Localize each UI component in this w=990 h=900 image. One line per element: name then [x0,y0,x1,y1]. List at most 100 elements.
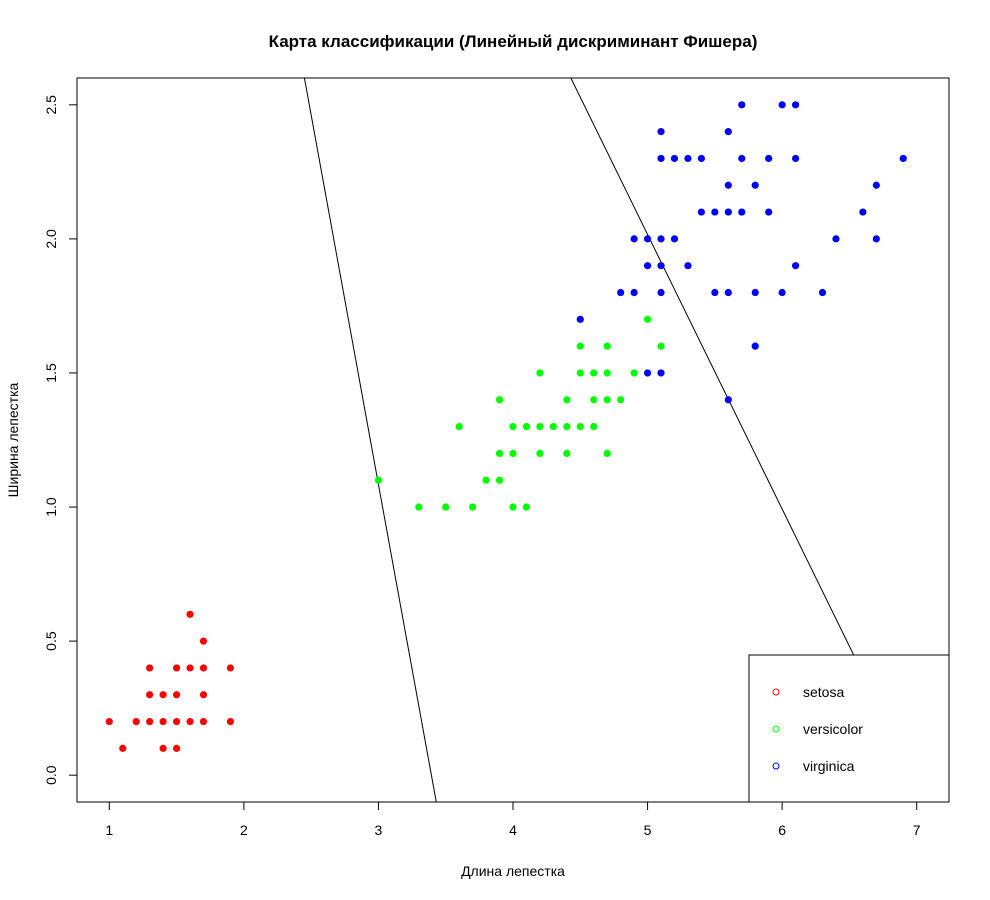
boundary-line-2 [570,78,854,655]
legend-marker-setosa [772,688,780,696]
data-point-versicolor [536,369,544,377]
data-point-virginica [832,235,840,243]
data-point-setosa [172,691,181,699]
data-point-versicolor [549,422,557,431]
y-tick-label: 0.5 [43,631,59,651]
data-point-setosa [199,664,208,672]
data-point-versicolor [482,476,490,484]
x-tick-label: 2 [240,822,248,838]
data-point-setosa [119,744,127,752]
data-point-virginica [791,101,800,109]
data-point-virginica [724,181,732,189]
data-point-virginica [751,181,759,189]
data-point-versicolor [563,396,571,404]
legend-label-setosa: setosa [803,684,844,700]
data-point-virginica [697,208,705,216]
boundary-line-1 [303,78,437,802]
data-point-virginica [872,181,880,189]
data-point-versicolor [603,369,611,377]
data-point-versicolor [455,422,463,431]
data-point-versicolor [509,503,517,511]
data-point-versicolor [590,369,598,377]
chart-title: Карта классификации (Линейный дискримина… [269,32,758,51]
data-point-virginica [617,288,625,297]
data-point-virginica [724,128,732,136]
y-tick-label: 1.5 [43,363,59,383]
data-point-versicolor [630,369,638,377]
x-tick-label: 3 [375,822,383,838]
data-point-virginica [765,154,773,163]
data-point-versicolor [590,396,598,404]
data-point-setosa [199,717,208,726]
data-point-virginica [657,369,665,377]
data-point-virginica [738,154,746,163]
scatter-points [105,101,907,752]
y-tick-label: 2.5 [43,95,59,115]
data-point-versicolor [495,396,504,404]
data-point-virginica [711,208,719,216]
data-point-virginica [765,208,773,216]
data-point-setosa [186,664,194,672]
data-point-virginica [657,262,665,270]
data-point-virginica [791,154,800,163]
data-point-virginica [738,208,746,216]
data-point-virginica [724,288,732,297]
data-point-setosa [186,610,194,618]
data-point-versicolor [536,449,544,458]
data-point-versicolor [536,422,544,431]
data-point-virginica [751,342,759,350]
data-point-virginica [684,154,692,163]
data-point-versicolor [603,396,611,404]
x-tick-label: 7 [913,822,921,838]
data-point-virginica [724,396,732,404]
data-point-setosa [159,691,167,699]
data-point-setosa [226,717,235,726]
data-point-virginica [630,288,638,297]
data-point-virginica [643,369,652,377]
series-setosa [105,610,235,752]
legend: setosa versicolor virginica [748,654,950,803]
y-tick-label: 2.0 [43,229,59,249]
data-point-setosa [172,717,181,726]
data-point-versicolor [509,422,517,431]
data-point-setosa [186,717,194,726]
data-point-virginica [684,262,692,270]
data-point-versicolor [643,315,652,323]
legend-item-virginica: virginica [772,758,855,774]
legend-box [748,654,950,803]
data-point-setosa [146,691,154,699]
data-point-versicolor [522,503,531,511]
data-point-versicolor [374,476,383,484]
legend-item-versicolor: versicolor [772,721,863,737]
data-point-setosa [132,717,140,726]
legend-label-virginica: virginica [803,758,855,774]
data-point-versicolor [657,342,665,350]
data-point-virginica [791,262,800,270]
x-axis-label: Длина лепестка [461,863,565,879]
data-point-setosa [199,637,208,645]
data-point-setosa [146,717,154,726]
data-point-setosa [199,691,208,699]
data-point-virginica [670,235,679,243]
data-point-setosa [146,664,154,672]
y-tick-label: 1.0 [43,497,59,517]
x-tick-label: 5 [644,822,652,838]
data-point-versicolor [617,396,625,404]
data-point-versicolor [442,503,450,511]
data-point-setosa [159,717,167,726]
data-point-virginica [576,315,584,323]
legend-marker-virginica [772,762,780,770]
data-point-versicolor [522,422,531,431]
data-point-versicolor [590,422,598,431]
data-point-virginica [859,208,867,216]
data-point-virginica [643,262,652,270]
x-tick-label: 1 [105,822,113,838]
data-point-virginica [711,288,719,297]
data-point-versicolor [576,422,584,431]
data-point-virginica [778,101,786,109]
data-point-versicolor [563,449,571,458]
data-point-setosa [159,744,167,752]
legend-marker-versicolor [772,725,780,733]
data-point-virginica [818,288,827,297]
